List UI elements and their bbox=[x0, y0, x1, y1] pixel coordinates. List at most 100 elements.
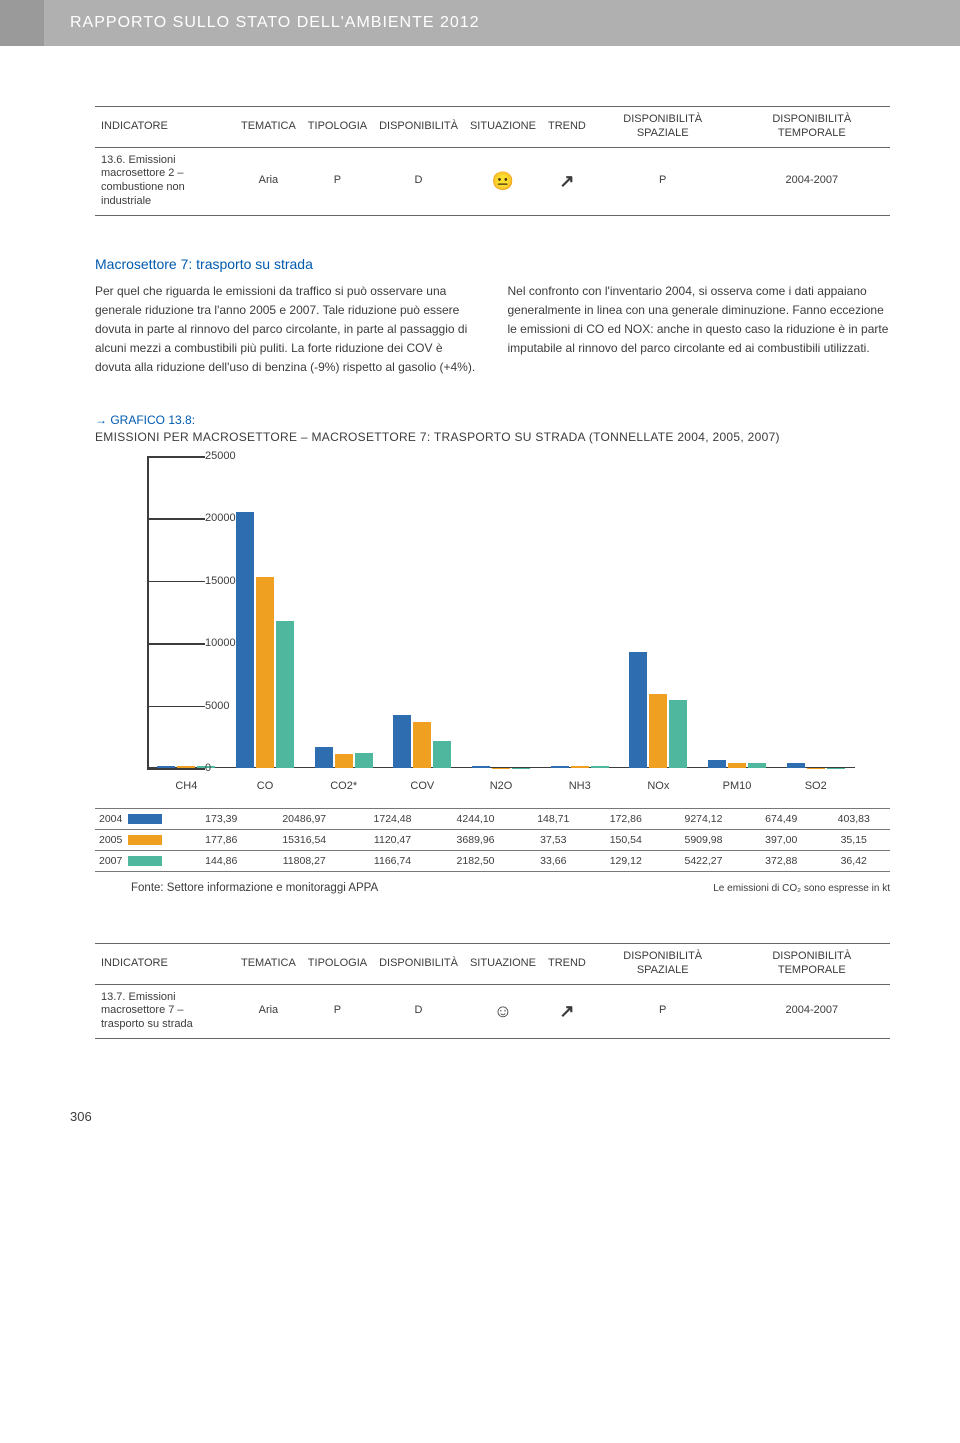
data-cell: 177,86 bbox=[185, 830, 257, 851]
chart-source: Fonte: Settore informazione e monitoragg… bbox=[131, 882, 378, 894]
data-cell: 144,86 bbox=[185, 851, 257, 872]
x-label: SO2 bbox=[776, 780, 855, 792]
cell: P bbox=[592, 984, 734, 1038]
cell-trend: ↗ bbox=[542, 147, 592, 215]
th: INDICATORE bbox=[95, 107, 235, 148]
bar bbox=[787, 763, 805, 768]
x-label: NOx bbox=[619, 780, 698, 792]
bar bbox=[669, 700, 687, 768]
data-cell: 1166,74 bbox=[351, 851, 434, 872]
data-cell: 4244,10 bbox=[434, 809, 517, 830]
data-cell: 129,12 bbox=[590, 851, 662, 872]
bar bbox=[649, 694, 667, 768]
th: TIPOLOGIA bbox=[302, 107, 373, 148]
bar bbox=[276, 621, 294, 768]
th: DISPONIBILITÀ bbox=[373, 107, 464, 148]
th: DISPONIBILITÀ bbox=[373, 944, 464, 985]
data-cell: 9274,12 bbox=[662, 809, 745, 830]
bar-group bbox=[226, 456, 305, 768]
data-cell: 3689,96 bbox=[434, 830, 517, 851]
data-cell: 1120,47 bbox=[351, 830, 434, 851]
bar-group bbox=[462, 456, 541, 768]
bar-group bbox=[776, 456, 855, 768]
year-cell: 2005 bbox=[95, 830, 185, 851]
bars-area bbox=[147, 456, 855, 768]
th: TREND bbox=[542, 944, 592, 985]
cell: 2004-2007 bbox=[734, 984, 890, 1038]
chart-note: Le emissioni di CO₂ sono espresse in kt bbox=[713, 883, 890, 894]
bar bbox=[827, 768, 845, 769]
bar bbox=[728, 763, 746, 768]
x-label: CO bbox=[226, 780, 305, 792]
th: SITUAZIONE bbox=[464, 107, 542, 148]
data-cell: 372,88 bbox=[745, 851, 817, 872]
body-col2: Nel confronto con l'inventario 2004, si … bbox=[508, 282, 891, 378]
th: INDICATORE bbox=[95, 944, 235, 985]
x-label: COV bbox=[383, 780, 462, 792]
bar bbox=[492, 768, 510, 769]
data-cell: 5909,98 bbox=[662, 830, 745, 851]
data-cell: 150,54 bbox=[590, 830, 662, 851]
data-cell: 11808,27 bbox=[257, 851, 351, 872]
data-cell: 403,83 bbox=[817, 809, 890, 830]
x-label: N2O bbox=[462, 780, 541, 792]
data-cell: 1724,48 bbox=[351, 809, 434, 830]
bar bbox=[472, 766, 490, 768]
data-cell: 674,49 bbox=[745, 809, 817, 830]
data-cell: 2182,50 bbox=[434, 851, 517, 872]
bar bbox=[315, 747, 333, 769]
cell-situazione: 😐 bbox=[464, 147, 542, 215]
th: TIPOLOGIA bbox=[302, 944, 373, 985]
bar-group bbox=[698, 456, 777, 768]
bar bbox=[236, 512, 254, 768]
data-table: 2004173,3920486,971724,484244,10148,7117… bbox=[95, 808, 890, 872]
bar bbox=[512, 768, 530, 769]
body-col1: Per quel che riguarda le emissioni da tr… bbox=[95, 282, 478, 378]
section-title: Macrosettore 7: trasporto su strada bbox=[95, 256, 890, 272]
cell: Aria bbox=[235, 984, 302, 1038]
year-cell: 2007 bbox=[95, 851, 185, 872]
data-cell: 37,53 bbox=[517, 830, 589, 851]
y-tick bbox=[147, 768, 205, 770]
report-header: RAPPORTO SULLO STATO DELL'AMBIENTE 2012 bbox=[0, 0, 960, 46]
x-label: NH3 bbox=[540, 780, 619, 792]
body-two-col: Per quel che riguarda le emissioni da tr… bbox=[95, 282, 890, 378]
bar bbox=[393, 715, 411, 768]
th: DISPONIBILITÀ TEMPORALE bbox=[734, 944, 890, 985]
cell: 2004-2007 bbox=[734, 147, 890, 215]
th: DISPONIBILITÀ SPAZIALE bbox=[592, 944, 734, 985]
cell-trend: ↗ bbox=[542, 984, 592, 1038]
bar-group bbox=[147, 456, 226, 768]
bar bbox=[591, 766, 609, 768]
cell: P bbox=[302, 984, 373, 1038]
data-cell: 148,71 bbox=[517, 809, 589, 830]
cell-indicatore: 13.6. Emissioni macrosettore 2 – combust… bbox=[95, 147, 235, 215]
y-tick bbox=[147, 456, 205, 458]
chart-id: GRAFICO 13.8: bbox=[110, 413, 195, 427]
indicator-table-2: INDICATORE TEMATICA TIPOLOGIA DISPONIBIL… bbox=[95, 943, 890, 1039]
bar-group bbox=[304, 456, 383, 768]
bar bbox=[355, 753, 373, 768]
arrow-icon: → bbox=[95, 413, 107, 427]
bar bbox=[256, 577, 274, 768]
cell-indicatore: 13.7. Emissioni macrosettore 7 – traspor… bbox=[95, 984, 235, 1038]
bar bbox=[413, 722, 431, 768]
data-cell: 20486,97 bbox=[257, 809, 351, 830]
data-cell: 397,00 bbox=[745, 830, 817, 851]
y-tick bbox=[147, 706, 205, 708]
bar-chart: CH4COCO2*COVN2ONH3NOxPM10SO2 05000100001… bbox=[95, 456, 855, 796]
cell-situazione: ☺ bbox=[464, 984, 542, 1038]
bar-group bbox=[383, 456, 462, 768]
cell: Aria bbox=[235, 147, 302, 215]
cell: P bbox=[302, 147, 373, 215]
cell: D bbox=[373, 147, 464, 215]
data-cell: 33,66 bbox=[517, 851, 589, 872]
year-cell: 2004 bbox=[95, 809, 185, 830]
bar bbox=[629, 652, 647, 768]
x-label: CO2* bbox=[304, 780, 383, 792]
th: DISPONIBILITÀ TEMPORALE bbox=[734, 107, 890, 148]
chart-title: EMISSIONI PER MACROSETTORE – MACROSETTOR… bbox=[95, 430, 780, 444]
chart-heading: → GRAFICO 13.8: EMISSIONI PER MACROSETTO… bbox=[95, 412, 890, 446]
bar-group bbox=[540, 456, 619, 768]
bar bbox=[335, 754, 353, 768]
